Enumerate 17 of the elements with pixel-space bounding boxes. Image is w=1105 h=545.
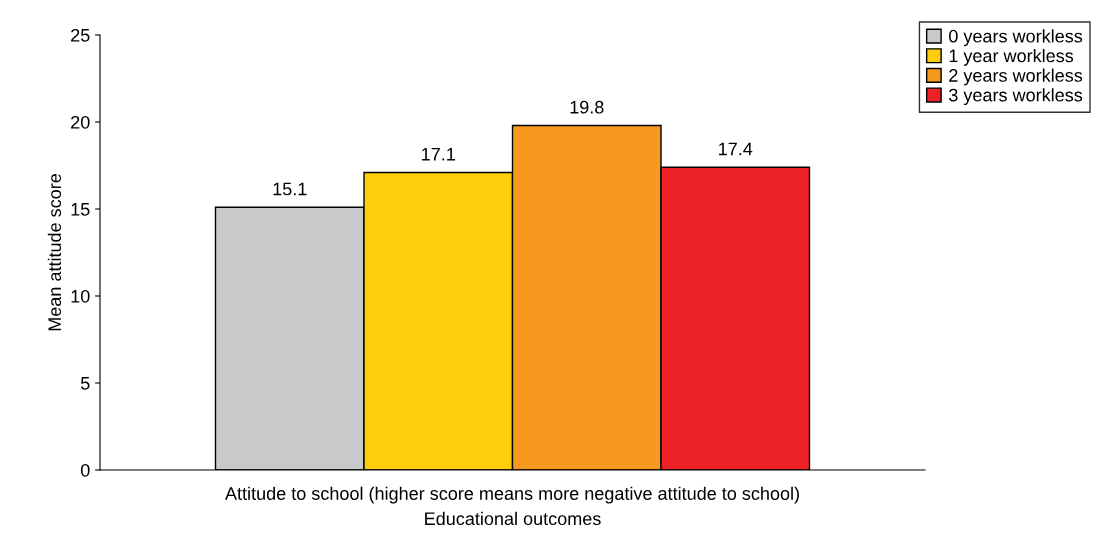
data-label: 15.1 <box>273 182 307 196</box>
x-axis-title: Educational outcomes <box>425 511 601 526</box>
y-tick-label: 5 <box>80 377 90 390</box>
legend-label: 2 years workless <box>949 68 1083 86</box>
data-label: 19.8 <box>570 100 604 114</box>
legend-label: 3 years workless <box>949 88 1083 106</box>
x-tick-label: Attitude to school (higher score means more negative attitude to school) <box>225 486 799 504</box>
legend-label: 1 year workless <box>949 48 1074 66</box>
data-label: 17.4 <box>719 142 753 156</box>
y-tick-label: 0 <box>80 463 90 477</box>
legend-label: 0 years workless <box>949 29 1083 47</box>
y-tick-label: 25 <box>71 28 90 42</box>
y-tick-label: 15 <box>71 203 90 216</box>
data-label: 17.1 <box>422 147 455 161</box>
y-tick-label: 10 <box>71 289 90 303</box>
y-tick-label: 20 <box>71 115 90 129</box>
y-axis-title: Mean attitude score <box>47 174 62 331</box>
